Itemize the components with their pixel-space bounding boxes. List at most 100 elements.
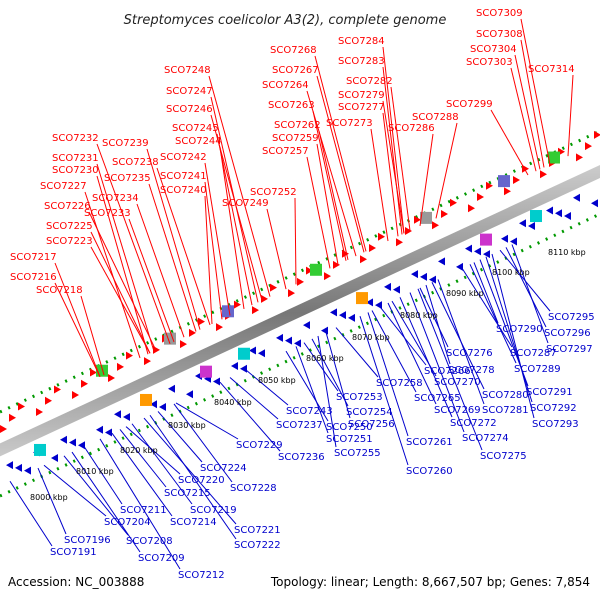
gene-label: SCO7288 [412,112,459,123]
gene-label: SCO7276 [446,348,493,359]
leader-line [382,46,405,234]
gene-label: SCO7265 [414,393,461,404]
gene-label: SCO7247 [166,86,213,97]
leader-line [208,75,271,297]
leader-line [510,67,537,172]
leader-line [425,284,451,365]
forward-gene [144,357,151,366]
gene-label: SCO7196 [64,535,111,546]
reverse-gene [96,425,103,434]
leader-line [303,342,339,392]
reverse-gene [159,403,166,412]
gene-label: SCO7296 [544,328,591,339]
leader-line [80,295,105,376]
reverse-gene [294,339,301,348]
reverse-gene [591,199,598,208]
gene-label: SCO7230 [52,165,99,176]
gene-label: SCO7216 [10,272,57,283]
leader-line [88,211,157,351]
gene-label: SCO7239 [102,138,149,149]
leader-line [131,423,193,505]
leader-line [128,218,175,343]
leader-line [485,256,533,403]
leader-line [245,369,289,406]
gene-label: SCO7220 [178,475,225,486]
gene-label: SCO7278 [448,365,495,376]
reverse-gene [186,390,193,399]
reverse-gene [213,377,220,386]
feature-block [548,151,560,164]
scale-labels: 8000 kbp 8010 kbp 8020 kbp 8030 kbp 8040 kbp… [30,248,586,502]
forward-gene [45,396,52,405]
gene-label: SCO7299 [446,99,493,110]
gene-label: SCO7226 [44,201,91,212]
leader-line [9,481,53,547]
leader-line [382,112,399,237]
gene-label: SCO7227 [40,181,87,192]
leader-line [379,306,427,366]
gene-label: SCO7255 [334,448,381,459]
leader-line [520,18,551,165]
gene-label: SCO7261 [406,437,453,448]
gene-label: SCO7273 [326,118,373,129]
leader-line [514,54,541,170]
reverse-gene [60,435,67,444]
reverse-gene [78,441,85,450]
reverse-gene [24,466,31,475]
scale-label: 8060 kbp [306,354,344,363]
gene-label: SCO7274 [462,433,509,444]
gene-label: SCO7280 [482,390,529,401]
leader-line [229,377,279,420]
leader-line [335,327,379,378]
forward-gene [36,408,43,417]
gene-label: SCO7284 [338,36,385,47]
forward-gene [333,260,340,269]
reverse-gene [348,313,355,322]
reverse-gene [330,308,337,317]
gene-label: SCO7289 [514,364,561,375]
scale-label: 8080 kbp [400,311,438,320]
forward-gene [117,362,124,371]
leader-line [204,195,213,325]
topology-info: Topology: linear; Length: 8,667,507 bp; … [270,575,590,589]
leader-line [511,244,549,344]
leader-line [143,417,237,525]
gene-label: SCO7291 [526,387,573,398]
reverse-gene [285,336,292,345]
leader-line [490,109,529,176]
gene-label: SCO7214 [170,517,217,528]
leader-line [111,432,173,517]
gene-label: SCO7208 [126,536,173,547]
gene-label: SCO7246 [166,104,213,115]
reverse-gene [258,349,265,358]
leader-line [43,464,107,517]
forward-gene [513,176,520,185]
leader-line [399,297,453,418]
gene-label: SCO7259 [272,133,319,144]
reverse-gene [384,282,391,291]
reverse-gene [321,326,328,335]
gene-label: SCO7219 [190,505,237,516]
feature-block [310,263,322,276]
feature-block [420,211,432,224]
scale-label: 8110 kbp [548,248,586,257]
gene-label: SCO7287 [510,348,557,359]
reverse-gene [105,428,112,437]
gene-label: SCO7277 [338,102,385,113]
reverse-gene [546,206,553,215]
forward-gene [189,328,196,337]
leader-line [491,253,535,419]
gene-label: SCO7236 [278,452,325,463]
gene-label: SCO7212 [178,570,225,581]
reverse-gene [150,400,157,409]
gene-label: SCO7218 [36,285,83,296]
leader-line [367,312,409,437]
feature-block [498,175,510,188]
leader-line [54,262,101,378]
reverse-gene [123,412,130,421]
scale-label: 8070 kbp [352,333,390,342]
leader-line [173,403,233,483]
reverse-gene [519,219,526,228]
leader-line [157,411,203,463]
gene-label: SCO7249 [222,198,269,209]
